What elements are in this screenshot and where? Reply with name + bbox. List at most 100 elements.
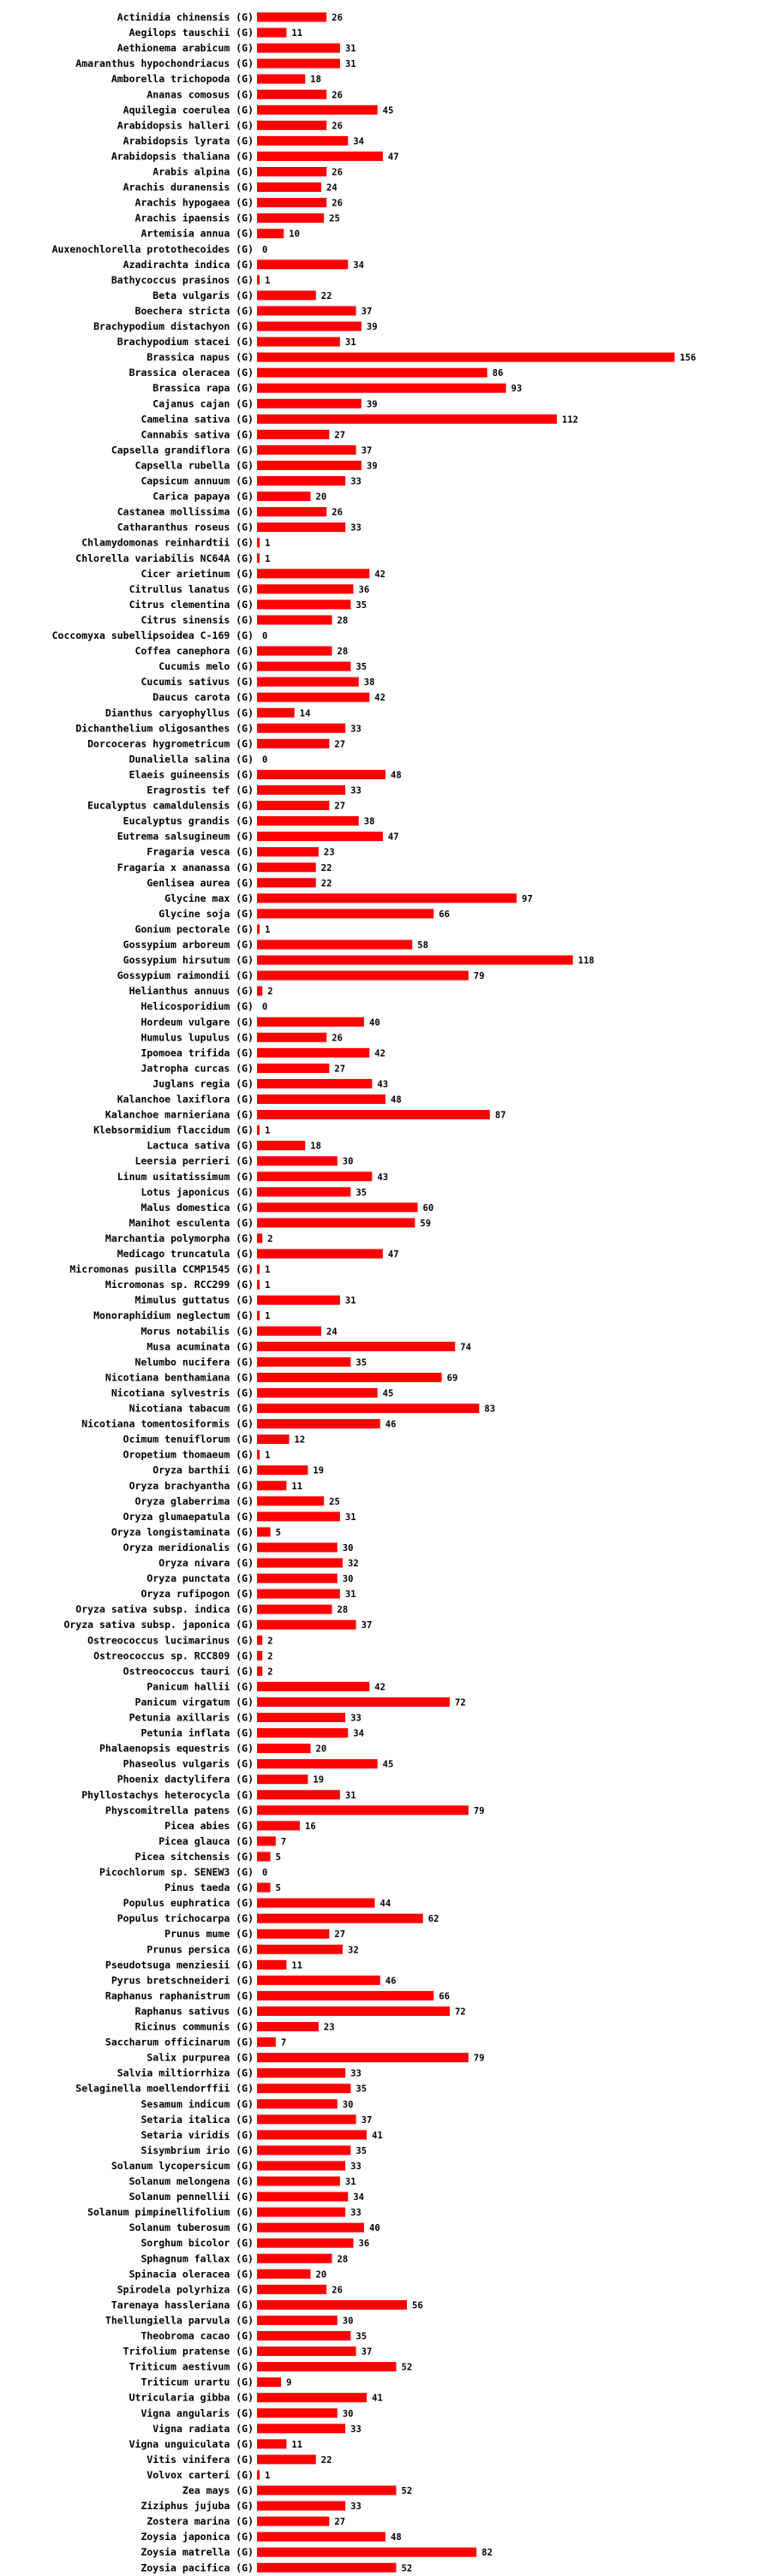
category-label: Boechera stricta (G) [135,305,254,317]
value-label: 20 [316,1744,327,1755]
value-label: 37 [362,2347,373,2358]
value-label: 1 [265,1280,270,1291]
category-label: Arachis duranensis (G) [123,182,254,194]
bar [257,1759,378,1769]
value-label: 118 [578,956,595,966]
category-label: Capsella rubella (G) [135,459,254,471]
category-label: Aquilegia coerulea (G) [123,104,254,116]
bar [257,1959,287,1970]
bar [257,275,260,285]
bar [257,1372,442,1382]
category-label: Volvox carteri (G) [146,2469,254,2481]
bar [257,2037,276,2048]
bar [257,1387,378,1398]
bar [257,816,359,826]
bar [257,259,349,270]
category-label: Jatropha curcas (G) [140,1062,254,1074]
category-label: Arabidopsis thaliana (G) [111,150,254,162]
category-label: Oryza nivara (G) [158,1557,254,1569]
category-label: Picea abies (G) [164,1820,254,1832]
bar [257,893,517,903]
value-label: 33 [350,2501,362,2512]
category-label: Populus trichocarpa (G) [117,1912,254,1924]
bar [257,429,330,439]
category-label: Manihot esculenta (G) [129,1217,254,1229]
category-label: Dianthus caryophyllus (G) [105,707,254,719]
category-label: Gonium pectorale (G) [135,923,254,935]
category-label: Salvia miltiorrhiza (G) [117,2067,254,2079]
value-label: 26 [332,1033,343,1043]
bar [257,167,327,176]
bar [257,862,316,873]
value-label: 18 [310,75,321,85]
value-label: 34 [353,260,364,271]
bar [257,615,332,625]
value-label: 31 [345,2177,356,2187]
bar [257,414,557,424]
bar [257,1047,370,1058]
category-label: Citrus clementina (G) [129,599,254,611]
category-label: Thellungiella parvula (G) [105,2314,254,2326]
bar [257,677,359,687]
value-label: 22 [321,2455,332,2466]
bar [257,1032,327,1042]
value-label: 31 [345,59,356,69]
value-label: 28 [338,616,349,626]
category-label: Coccomyxa subellipsoidea C-169 (G) [52,629,254,641]
bar [257,986,263,996]
bar [257,1419,380,1429]
category-label: Arachis ipaensis (G) [135,212,254,224]
bar [257,955,573,965]
value-label: 35 [356,2084,367,2095]
value-label: 28 [338,647,349,657]
bar [257,213,325,224]
category-label: Auxenochlorella protothecoides (G) [52,243,254,255]
value-label: 1 [265,2471,270,2481]
category-label: Dichanthelium oligosanthes (G) [75,722,254,734]
category-label: Humulus lupulus (G) [140,1031,254,1043]
bar [257,1790,340,1800]
value-label: 79 [474,971,485,981]
value-label: 52 [402,2363,413,2373]
value-label: 48 [391,770,402,780]
bar [257,1558,343,1568]
category-label: Oryza meridionalis (G) [123,1541,254,1553]
category-label: Leersia perrieri (G) [135,1155,254,1167]
bar [257,1882,271,1893]
category-label: Juglans regia (G) [152,1077,254,1089]
bar [257,2207,346,2217]
value-label: 9 [286,2378,291,2388]
category-label: Glycine soja (G) [158,908,254,920]
bar [257,924,260,934]
category-label: Camelina sativa (G) [140,413,254,425]
bar [257,538,260,548]
category-label: Ostreococcus sp. RCC809 (G) [93,1649,254,1661]
value-label: 2 [267,1651,272,1661]
value-label: 33 [350,477,362,487]
bar [257,198,327,208]
category-label: Ocimum tenuiflorum (G) [123,1434,254,1446]
value-label: 1 [265,925,270,935]
category-label: Artemisia annua (G) [140,228,254,240]
category-label: Helicosporidium (G) [140,1000,254,1012]
bar [257,1295,340,1305]
category-label: Nicotiana benthamiana (G) [105,1371,254,1383]
category-label: Trifolium pratense (G) [123,2346,254,2358]
category-label: Eragrostis tef (G) [146,784,254,796]
bar [257,2531,386,2542]
category-label: Nicotiana sylvestris (G) [111,1386,254,1398]
category-label: Setaria viridis (G) [140,2129,254,2141]
category-label: Aethionema arabicum (G) [117,42,254,54]
bar [257,1975,380,1985]
value-label: 48 [391,2532,402,2543]
value-label: 7 [281,2038,286,2048]
value-label: 27 [334,1064,345,1074]
bar [257,1481,287,1491]
value-label: 52 [402,2486,413,2496]
category-label: Phyllostachys heterocycla (G) [81,1789,254,1801]
bar [257,2130,368,2140]
category-label: Cucumis melo (G) [158,660,254,672]
bar [257,2053,469,2063]
bar [257,1542,338,1553]
bar [257,1681,370,1691]
